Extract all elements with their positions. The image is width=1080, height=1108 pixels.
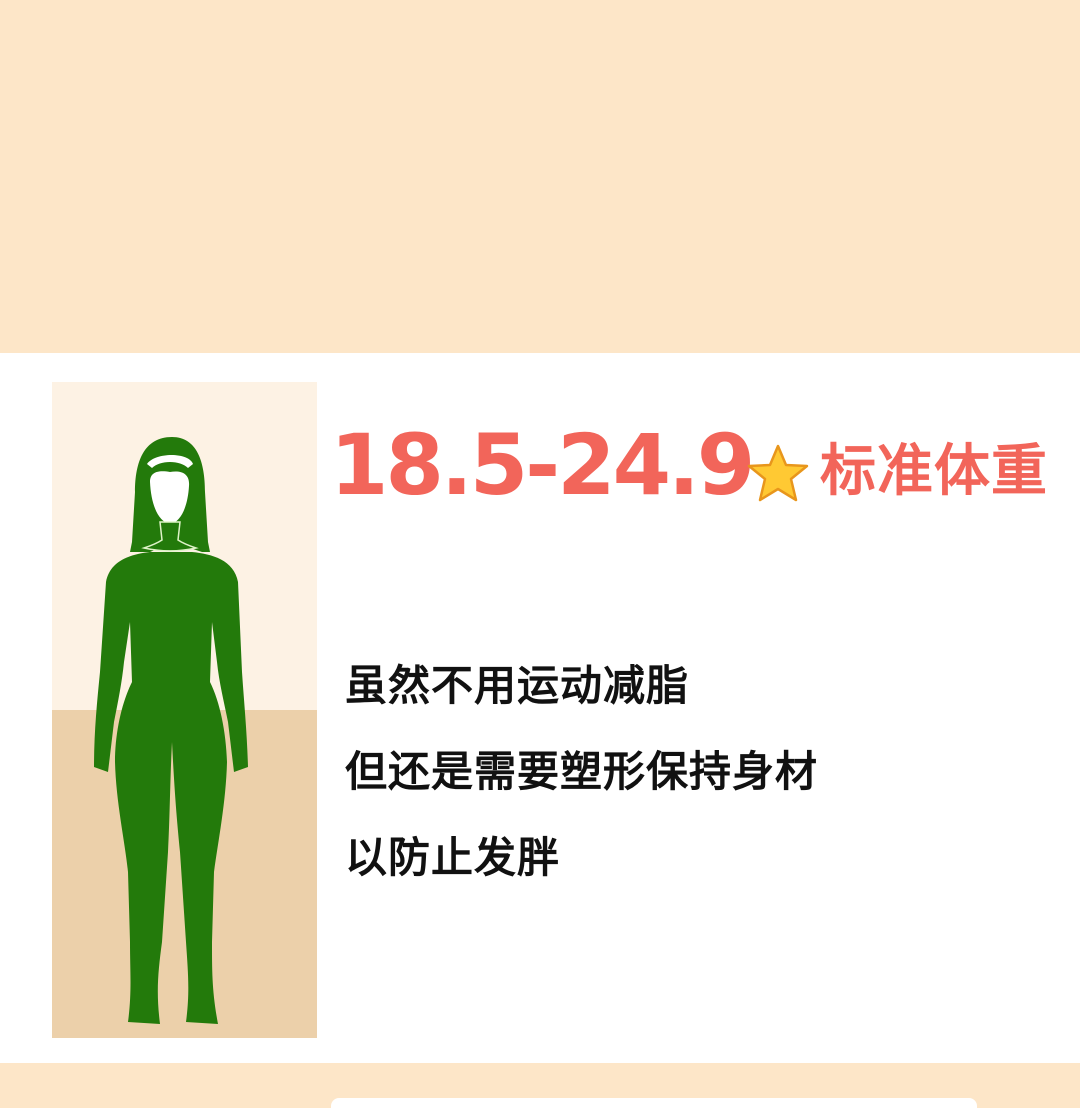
description-line-3: 以防止发胖 (345, 833, 561, 882)
description-line-1: 虽然不用运动减脂 (345, 661, 690, 710)
bmi-category-label: 标准体重 (820, 439, 1048, 504)
description-text: 虽然不用运动减脂 但还是需要塑形保持身材 以防止发胖 (345, 656, 818, 914)
bmi-card: 18.5-24.9 标准体重 虽然不用运动减脂 但还是需要塑形保持身材 以防止发… (0, 353, 1080, 1063)
body-figure-illustration (52, 382, 317, 1038)
bmi-range-value: 18.5-24.9 (330, 416, 755, 514)
next-card-edge (331, 1098, 977, 1108)
top-background-band (0, 0, 1080, 353)
description-line-2: 但还是需要塑形保持身材 (345, 747, 819, 796)
star-icon (747, 444, 809, 502)
female-silhouette-icon (94, 437, 248, 1024)
